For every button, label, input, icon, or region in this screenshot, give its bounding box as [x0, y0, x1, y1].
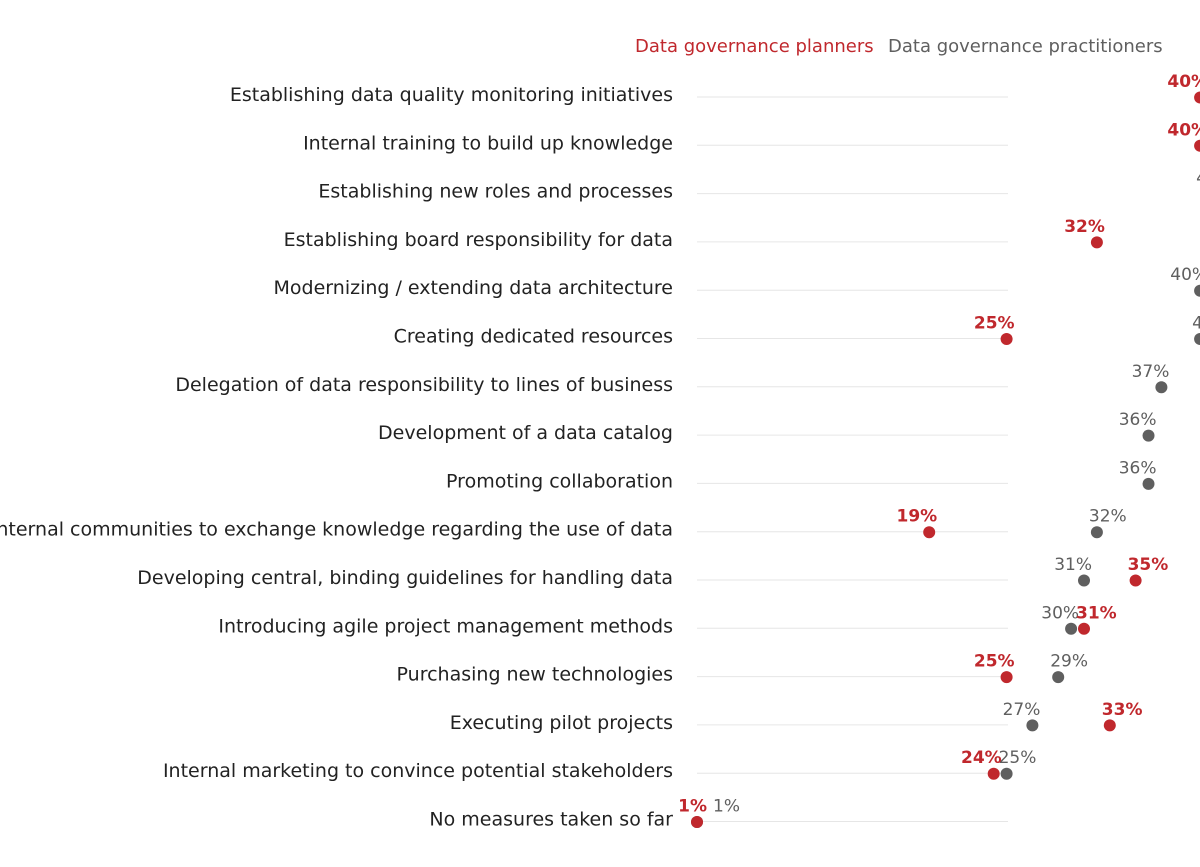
- value-label-practitioners: 27%: [1003, 700, 1041, 720]
- category-label: Promoting collaboration: [446, 470, 673, 492]
- dot-practitioners: [1078, 574, 1090, 587]
- dot-planners: [923, 526, 936, 539]
- value-label-practitioners: 37%: [1132, 362, 1170, 382]
- dot-planners: [691, 816, 703, 828]
- value-label-planners: 24%: [961, 748, 1002, 768]
- dot-planners: [1194, 139, 1200, 152]
- value-label-practitioners: 31%: [1054, 555, 1092, 575]
- chart-row: Creating dedicated resources 40% 25%: [394, 314, 1200, 348]
- category-label: Executing pilot projects: [450, 712, 673, 734]
- category-label: Internal training to build up knowledge: [303, 132, 673, 154]
- dot-planners: [1000, 333, 1013, 345]
- category-label: Purchasing new technologies: [397, 664, 673, 686]
- chart-row: Internal marketing to convince potential…: [163, 748, 1036, 782]
- dot-practitioners: [1194, 333, 1200, 345]
- value-label-practitioners: 29%: [1050, 652, 1088, 672]
- category-label: Establishing data quality monitoring ini…: [230, 84, 673, 106]
- value-label-practitioners: 40%: [1192, 314, 1200, 334]
- dot-planners: [987, 767, 1000, 780]
- value-label-planners: 40%: [1167, 72, 1200, 92]
- value-label-planners: 35%: [1128, 555, 1169, 575]
- dot-planners: [1129, 574, 1142, 587]
- value-label-practitioners: 1%: [713, 797, 740, 817]
- dot-planners: [1078, 622, 1090, 635]
- chart-row: Executing pilot projects 27% 33%: [450, 700, 1143, 734]
- category-label: Introducing agile project management met…: [218, 615, 673, 637]
- chart-row: Internal communities to exchange knowled…: [0, 507, 1127, 541]
- category-label: Developing central, binding guidelines f…: [137, 567, 673, 589]
- chart-row: Internal training to build up knowledge 4…: [303, 120, 1200, 154]
- category-label: No measures taken so far: [429, 809, 673, 831]
- category-label: Establishing new roles and processes: [318, 181, 673, 203]
- category-label: Delegation of data responsibility to lin…: [175, 374, 673, 396]
- dot-practitioners: [1142, 429, 1155, 442]
- chart-row: Delegation of data responsibility to lin…: [175, 362, 1170, 396]
- legend-practitioners: Data governance practitioners: [888, 36, 1163, 57]
- legend-planners: Data governance planners: [635, 36, 874, 57]
- chart-row: Establishing data quality monitoring ini…: [230, 72, 1200, 106]
- dot-practitioners: [1000, 767, 1013, 780]
- dot-practitioners: [1026, 719, 1039, 732]
- value-label-planners: 31%: [1076, 603, 1117, 623]
- value-label-planners: 33%: [1102, 700, 1143, 720]
- value-label-practitioners: 32%: [1089, 507, 1127, 527]
- chart-row: Introducing agile project management met…: [218, 603, 1116, 637]
- value-label-practitioners: 36%: [1119, 458, 1157, 478]
- chart-row: Establishing board responsibility for da…: [284, 217, 1105, 251]
- dot-planners: [1000, 671, 1013, 684]
- value-label-planners: 1%: [678, 797, 707, 817]
- dot-practitioners: [1052, 671, 1065, 684]
- chart-row: Purchasing new technologies 29% 25%: [397, 652, 1088, 686]
- value-label-practitioners: 30%: [1041, 603, 1079, 623]
- category-label: Creating dedicated resources: [394, 326, 673, 348]
- dot-practitioners: [1194, 284, 1200, 297]
- value-label-practitioners: 36%: [1119, 410, 1157, 430]
- category-label: Establishing board responsibility for da…: [284, 229, 673, 251]
- value-label-planners: 25%: [974, 652, 1015, 672]
- value-label-planners: 25%: [974, 314, 1015, 334]
- dot-planners: [1194, 91, 1200, 104]
- value-label-planners: 40%: [1167, 120, 1200, 140]
- value-label-practitioners: 25%: [999, 748, 1037, 768]
- category-label: Development of a data catalog: [378, 422, 673, 444]
- category-label: Internal communities to exchange knowled…: [0, 519, 673, 541]
- value-label-planners: 32%: [1064, 217, 1105, 237]
- value-label-planners: 19%: [896, 507, 937, 527]
- chart-row: Establishing new roles and processes42%4…: [318, 169, 1200, 203]
- value-label-practitioners: 42%: [1196, 169, 1200, 189]
- value-label-practitioners: 40%: [1170, 265, 1200, 285]
- chart-row: Modernizing / extending data architectur…: [274, 265, 1200, 299]
- dot-practitioners: [1090, 526, 1103, 539]
- dot-practitioners: [1065, 622, 1078, 635]
- chart-row: Developing central, binding guidelines f…: [137, 555, 1168, 589]
- dot-planners: [1103, 719, 1116, 732]
- dot-practitioners: [1142, 477, 1155, 490]
- category-label: Internal marketing to convince potential…: [163, 760, 673, 782]
- dot-planners: [1090, 236, 1103, 249]
- category-label: Modernizing / extending data architectur…: [274, 277, 673, 299]
- dot-practitioners: [1155, 381, 1168, 394]
